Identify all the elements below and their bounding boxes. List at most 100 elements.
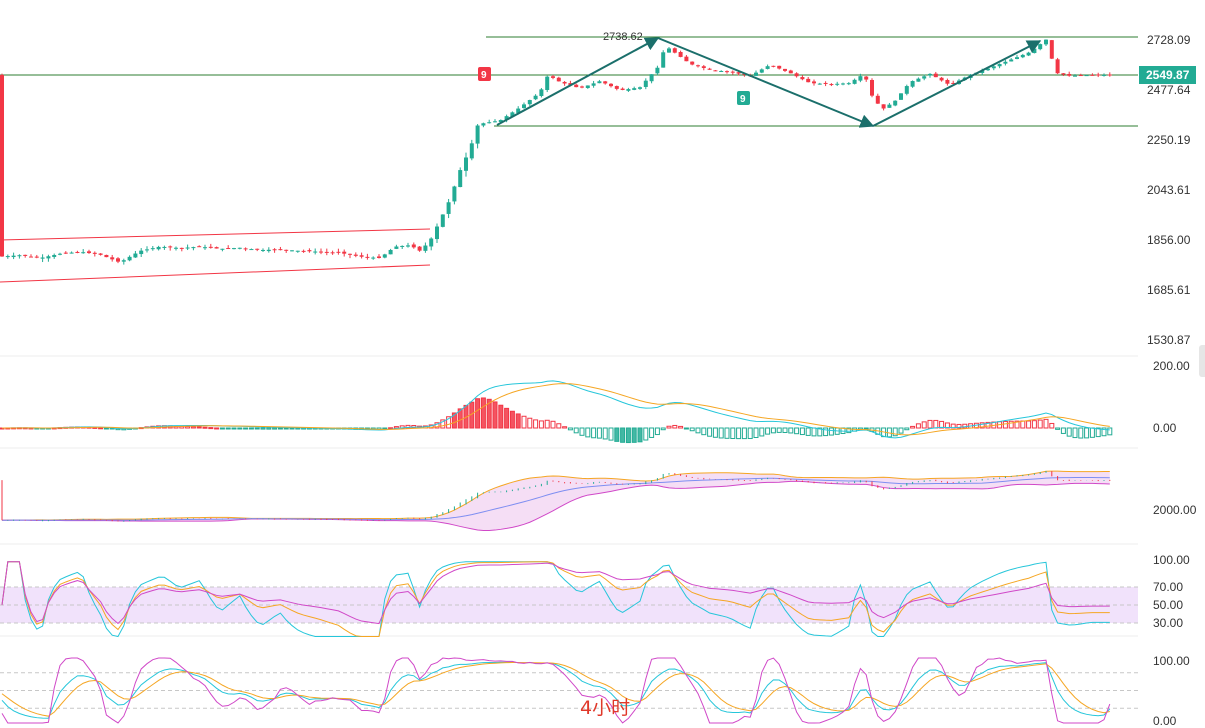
boll-mid-line <box>1 476 1110 521</box>
candle-body <box>713 70 718 72</box>
candle-body <box>1044 39 1048 45</box>
candle-body <box>365 256 370 258</box>
candle-body <box>997 64 1002 67</box>
candle-body <box>75 251 80 253</box>
candle-body <box>481 123 486 126</box>
macd-histogram-bar <box>712 427 718 438</box>
macd-histogram-bar <box>533 419 539 429</box>
macd-histogram-fill <box>452 412 457 428</box>
candle-body <box>870 79 874 96</box>
candle-body <box>208 246 213 248</box>
candle-body <box>40 257 45 259</box>
macd-histogram-bar <box>823 427 829 437</box>
macd-histogram-bar <box>248 427 254 430</box>
candle-body <box>440 214 445 227</box>
candle-body <box>5 256 10 258</box>
candle-body <box>255 248 260 250</box>
candle-body <box>295 250 300 252</box>
candle-body <box>504 116 509 120</box>
candle-body <box>817 83 822 85</box>
candle-body <box>690 61 695 65</box>
candle-body <box>771 65 776 67</box>
candle-body <box>1026 52 1031 56</box>
candle-body <box>400 245 405 247</box>
candle-body <box>1020 54 1025 58</box>
channel-lower-line <box>0 264 431 283</box>
macd-histogram-bar <box>1043 418 1049 429</box>
macd-dif-line <box>1 380 1110 439</box>
candle-body <box>220 248 225 250</box>
candle-body <box>614 86 619 89</box>
macd-histogram-bar <box>289 427 295 430</box>
candle-body <box>475 125 480 144</box>
candle-body <box>939 77 944 81</box>
macd-dea-line <box>1 383 1110 436</box>
candle-body <box>556 77 561 82</box>
price-axis: 2728.09 2477.64 2250.19 2043.61 1856.00 1685.… <box>1147 33 1197 728</box>
candle-body <box>353 254 358 256</box>
scroll-handle[interactable] <box>1199 345 1205 377</box>
panel-separators <box>0 355 1138 637</box>
td-marker-green-text: 9 <box>740 94 746 105</box>
candle-body <box>174 247 178 249</box>
macd-histogram-fill <box>626 428 631 443</box>
macd-histogram-fill <box>481 397 486 428</box>
candle-body <box>1096 74 1101 76</box>
candle-body <box>725 71 729 73</box>
macd-histogram-bar <box>765 427 771 435</box>
candle-body <box>916 78 921 82</box>
candle-body <box>371 257 376 259</box>
td-marker-green-box <box>737 91 750 105</box>
candle-body <box>307 250 312 252</box>
macd-histogram-bar <box>254 427 260 430</box>
panel-tick-label: 2000.00 <box>1153 503 1197 517</box>
candle-body <box>609 83 613 87</box>
candle-body <box>875 95 880 104</box>
timeframe-label-group: 4小时 <box>580 697 630 719</box>
macd-histogram-fill <box>614 428 619 442</box>
candle-body <box>562 81 567 84</box>
macd-histogram-bar <box>208 427 214 430</box>
candle-body <box>278 249 283 251</box>
peak-price-label: 2738.62 <box>603 31 643 43</box>
candle-body <box>487 122 492 124</box>
macd-histogram-bar <box>759 427 765 437</box>
macd-histogram-bar <box>440 419 446 429</box>
candle-body <box>52 255 57 257</box>
price-tick-label: 1856.00 <box>1147 233 1191 247</box>
macd-histogram-bar <box>979 422 985 429</box>
candle-body <box>783 68 787 71</box>
candle-body <box>58 253 62 255</box>
macd-histogram-fill <box>487 399 492 428</box>
panel-tick-label: 30.00 <box>1153 616 1183 630</box>
candle-body <box>719 71 724 73</box>
macd-histogram-bar <box>585 427 591 438</box>
macd-histogram-bar <box>1014 420 1020 429</box>
candle-body <box>498 119 503 123</box>
macd-histogram-bar <box>602 427 608 440</box>
td-marker-red-box <box>478 67 491 81</box>
candle-body <box>904 86 909 94</box>
candle-body <box>684 56 689 62</box>
macd-histogram-bar <box>776 427 782 433</box>
candle-body <box>249 249 254 251</box>
macd-histogram-bar <box>591 427 597 439</box>
macd-histogram-bar <box>939 420 945 429</box>
candle-body <box>806 78 811 83</box>
macd-histogram-bar <box>1078 427 1084 439</box>
candle-body <box>516 108 521 113</box>
macd-histogram-bar <box>910 425 916 429</box>
macd-histogram-bar <box>678 425 684 429</box>
macd-histogram-bar <box>799 427 805 436</box>
timeframe-label: 4小时 <box>580 697 630 719</box>
candle-body <box>191 247 196 249</box>
candle-body <box>417 246 422 251</box>
macd-histogram-bar <box>863 427 869 430</box>
candle-body <box>893 100 898 106</box>
candle-body <box>777 65 782 69</box>
boll-band-fill <box>2 471 1110 531</box>
candle-body <box>829 84 834 86</box>
macd-histogram-bar <box>1026 420 1032 429</box>
